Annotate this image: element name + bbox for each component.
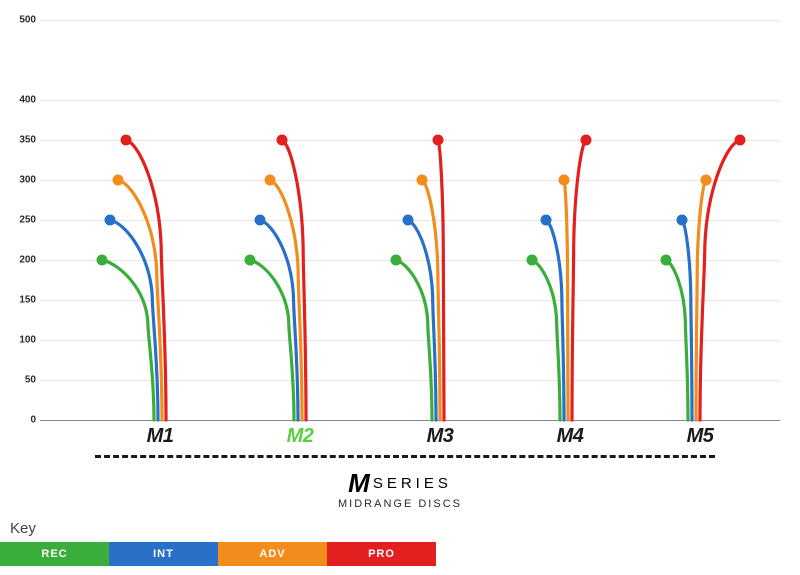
marker-m2-adv <box>265 175 276 186</box>
ytick-label: 50 <box>10 375 36 386</box>
ytick-label: 200 <box>10 255 36 266</box>
marker-m4-adv <box>559 175 570 186</box>
marker-m4-pro <box>581 135 592 146</box>
marker-m2-pro <box>277 135 288 146</box>
x-axis-line <box>40 420 780 421</box>
flight-m2-rec <box>250 260 294 420</box>
flight-m5-rec <box>666 260 688 420</box>
flight-m1-rec <box>102 260 154 420</box>
xlabel-m1: M1 <box>147 425 174 448</box>
marker-m1-int <box>105 215 116 226</box>
ytick-label: 300 <box>10 175 36 186</box>
ytick-label: 0 <box>10 415 36 426</box>
marker-m3-int <box>403 215 414 226</box>
xlabel-m4: M4 <box>557 425 584 448</box>
series-word: SERIES <box>373 475 452 492</box>
legend-seg-pro: PRO <box>327 542 436 566</box>
marker-m1-adv <box>113 175 124 186</box>
series-subtitle: MIDRANGE DISCS <box>0 498 800 510</box>
marker-m1-rec <box>97 255 108 266</box>
marker-m3-pro <box>433 135 444 146</box>
flight-paths <box>40 20 780 420</box>
legend-seg-adv: ADV <box>218 542 327 566</box>
ytick-label: 150 <box>10 295 36 306</box>
marker-m5-pro <box>735 135 746 146</box>
key-label: Key <box>10 520 36 537</box>
marker-m3-adv <box>417 175 428 186</box>
flight-m1-adv <box>118 180 162 420</box>
ytick-label: 350 <box>10 135 36 146</box>
marker-m3-rec <box>391 255 402 266</box>
ytick-label: 250 <box>10 215 36 226</box>
ytick-label: 100 <box>10 335 36 346</box>
xlabel-m5: M5 <box>687 425 714 448</box>
series-title: MSERIES <box>0 468 800 499</box>
marker-m1-pro <box>121 135 132 146</box>
marker-m4-rec <box>527 255 538 266</box>
ytick-label: 500 <box>10 15 36 26</box>
marker-m4-int <box>541 215 552 226</box>
ytick-label: 400 <box>10 95 36 106</box>
flight-m4-rec <box>532 260 560 420</box>
marker-m5-int <box>677 215 688 226</box>
flight-m4-pro <box>572 140 586 420</box>
category-divider <box>95 455 715 458</box>
flight-chart: 050100150200250300350400500 <box>40 20 780 420</box>
marker-m2-rec <box>245 255 256 266</box>
flight-m3-rec <box>396 260 432 420</box>
legend-seg-int: INT <box>109 542 218 566</box>
marker-m5-rec <box>661 255 672 266</box>
marker-m5-adv <box>701 175 712 186</box>
legend-bar: RECINTADVPRO <box>0 542 436 566</box>
x-axis-labels: M1 M2 M3 M4 M5 <box>40 425 780 455</box>
legend-seg-rec: REC <box>0 542 109 566</box>
flight-m4-int <box>546 220 564 420</box>
marker-m2-int <box>255 215 266 226</box>
xlabel-m2: M2 <box>287 425 314 448</box>
series-m-glyph: M <box>348 468 369 499</box>
flight-m1-int <box>110 220 158 420</box>
xlabel-m3: M3 <box>427 425 454 448</box>
